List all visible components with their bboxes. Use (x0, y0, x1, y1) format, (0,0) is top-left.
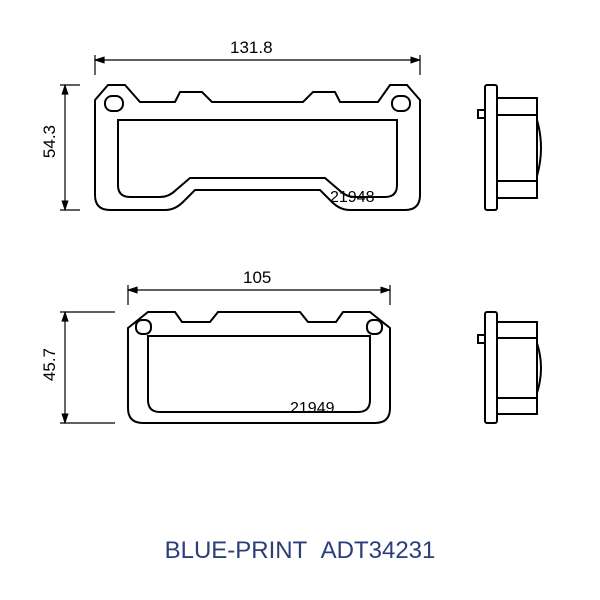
caption: BLUE-PRINT ADT34231 (0, 537, 600, 565)
dim-bottom-height-label: 45.7 (40, 348, 60, 381)
pad-bottom-side (478, 312, 541, 423)
dim-bottom-width-label: 105 (243, 268, 271, 288)
dim-bottom-width (128, 285, 390, 305)
technical-drawing: 131.8 54.3 21948 105 45.7 21949 BLUE-PRI… (0, 0, 600, 600)
brand-name: BLUE-PRINT (165, 537, 308, 564)
part-id-bottom: 21949 (290, 400, 335, 418)
dim-top-width (95, 55, 420, 75)
dim-top-height (60, 85, 80, 210)
pad-bottom-front (128, 312, 390, 423)
dim-top-width-label: 131.8 (230, 38, 273, 58)
pad-top-side (478, 85, 541, 210)
part-number: ADT34231 (321, 537, 436, 564)
part-id-top: 21948 (330, 189, 375, 207)
drawing-svg (0, 0, 600, 600)
dim-bottom-height (60, 312, 115, 423)
dim-top-height-label: 54.3 (40, 125, 60, 158)
